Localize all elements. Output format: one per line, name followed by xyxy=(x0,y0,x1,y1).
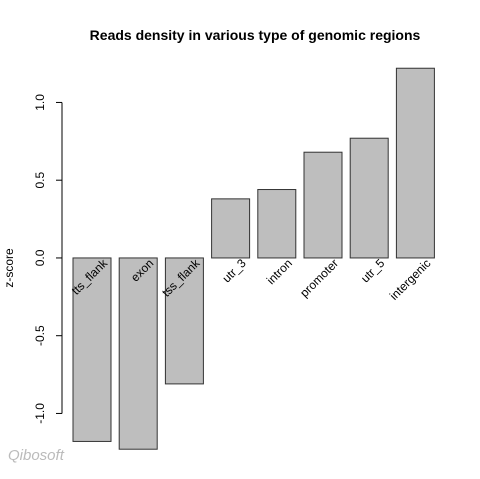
x-tick-label: promoter xyxy=(297,256,341,300)
y-axis-label: z-score xyxy=(2,248,16,288)
bar xyxy=(395,67,435,259)
bar xyxy=(72,257,112,442)
bar xyxy=(349,137,389,259)
x-tick-label: utr_3 xyxy=(219,256,248,285)
y-tick-label: -0.5 xyxy=(33,325,47,346)
watermark: Qibosoft xyxy=(8,447,65,464)
bar xyxy=(303,151,343,259)
y-tick-label: 0.5 xyxy=(33,172,47,189)
chart-title: Reads density in various type of genomic… xyxy=(90,27,421,43)
bar xyxy=(211,198,251,259)
y-tick-label: 1.0 xyxy=(33,94,47,111)
bar xyxy=(257,189,297,259)
y-tick-label: 0.0 xyxy=(33,249,47,266)
x-tick-label: intron xyxy=(264,256,295,287)
x-tick-label: intergenic xyxy=(387,256,434,303)
bar xyxy=(118,257,158,450)
y-tick-label: -1.0 xyxy=(33,403,47,424)
bar xyxy=(164,257,204,385)
x-tick-label: utr_5 xyxy=(358,256,387,285)
